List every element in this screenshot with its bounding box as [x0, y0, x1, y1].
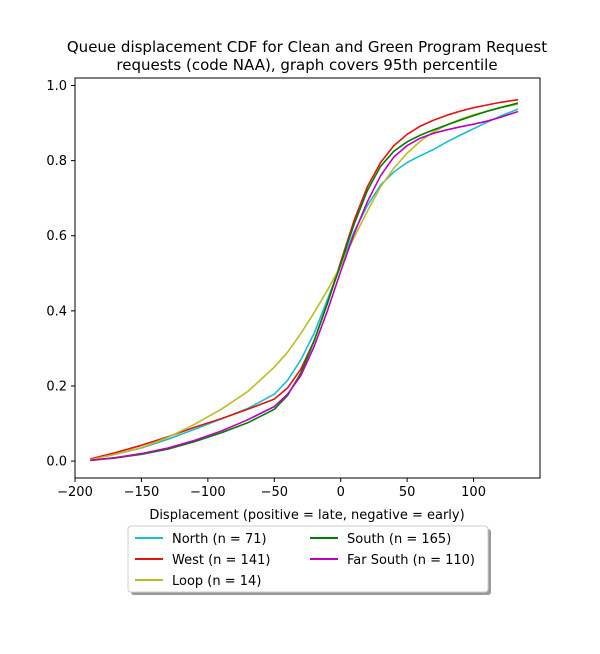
legend-entry-label: North (n = 71) — [172, 532, 267, 547]
chart-title-line-1: Queue displacement CDF for Clean and Gre… — [67, 38, 547, 56]
y-tick-label: 1.0 — [46, 79, 67, 94]
plot-frame — [74, 77, 541, 479]
x-tick-label: 50 — [399, 485, 416, 500]
x-tick-label: −100 — [190, 485, 226, 500]
series-line-0 — [90, 108, 519, 460]
legend-entry-label: Far South (n = 110) — [347, 553, 475, 568]
series-line-2 — [90, 103, 519, 461]
legend-entry-label: South (n = 165) — [347, 532, 451, 547]
y-tick-label: 0.8 — [46, 154, 67, 169]
series-line-3 — [90, 102, 519, 462]
series-line-4 — [90, 111, 519, 462]
y-tick-label: 0.2 — [46, 379, 67, 394]
legend-entry-label: West (n = 141) — [172, 553, 270, 568]
legend-entry-label: Loop (n = 14) — [172, 574, 261, 589]
y-axis: 0.0 0.2 0.4 0.6 0.8 1.0 — [46, 79, 75, 470]
y-tick-label: 0.4 — [46, 304, 67, 319]
y-tick-label: 0.0 — [46, 455, 67, 470]
x-tick-label: −200 — [57, 485, 93, 500]
x-tick-label: 0 — [337, 485, 345, 500]
chart-title-line-2: requests (code NAA), graph covers 95th p… — [116, 56, 497, 74]
legend-box — [127, 525, 489, 593]
x-axis: −200 −150 −100 −50 0 50 100 — [57, 478, 486, 500]
plot-series-group — [90, 99, 519, 462]
x-tick-label: −150 — [124, 485, 160, 500]
x-tick-label: −50 — [261, 485, 288, 500]
y-tick-label: 0.6 — [46, 229, 67, 244]
series-line-1 — [90, 99, 519, 460]
x-axis-label: Displacement (positive = late, negative … — [149, 508, 464, 523]
legend: North (n = 71) West (n = 141) Loop (n = 14… — [127, 525, 491, 595]
x-tick-label: 100 — [461, 485, 486, 500]
